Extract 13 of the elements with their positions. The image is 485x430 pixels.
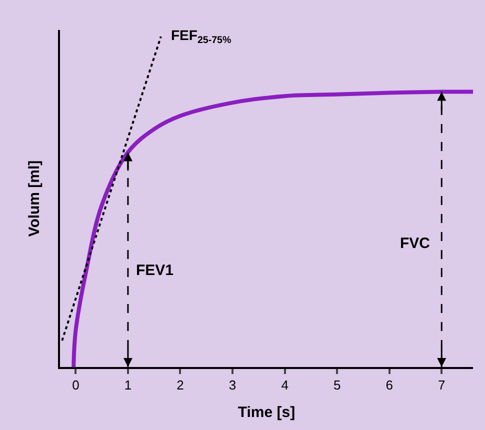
x-tick-label: 0 xyxy=(72,378,80,393)
x-tick-label: 4 xyxy=(281,378,288,393)
x-tick-label: 2 xyxy=(176,378,184,393)
x-tick-label: 6 xyxy=(386,378,393,393)
x-tick-label: 5 xyxy=(333,378,341,393)
y-axis-title: Volum [ml] xyxy=(26,160,43,237)
x-tick-label: 7 xyxy=(438,378,446,393)
x-tick-label: 3 xyxy=(228,378,236,393)
x-axis-title: Time [s] xyxy=(238,404,296,422)
annotation: FEF$_{25-75%}$ xyxy=(171,27,232,46)
ref-line-label: FEV1 xyxy=(136,262,174,279)
x-tick-label: 1 xyxy=(124,378,132,393)
ref-line-label: FVC xyxy=(400,235,430,252)
